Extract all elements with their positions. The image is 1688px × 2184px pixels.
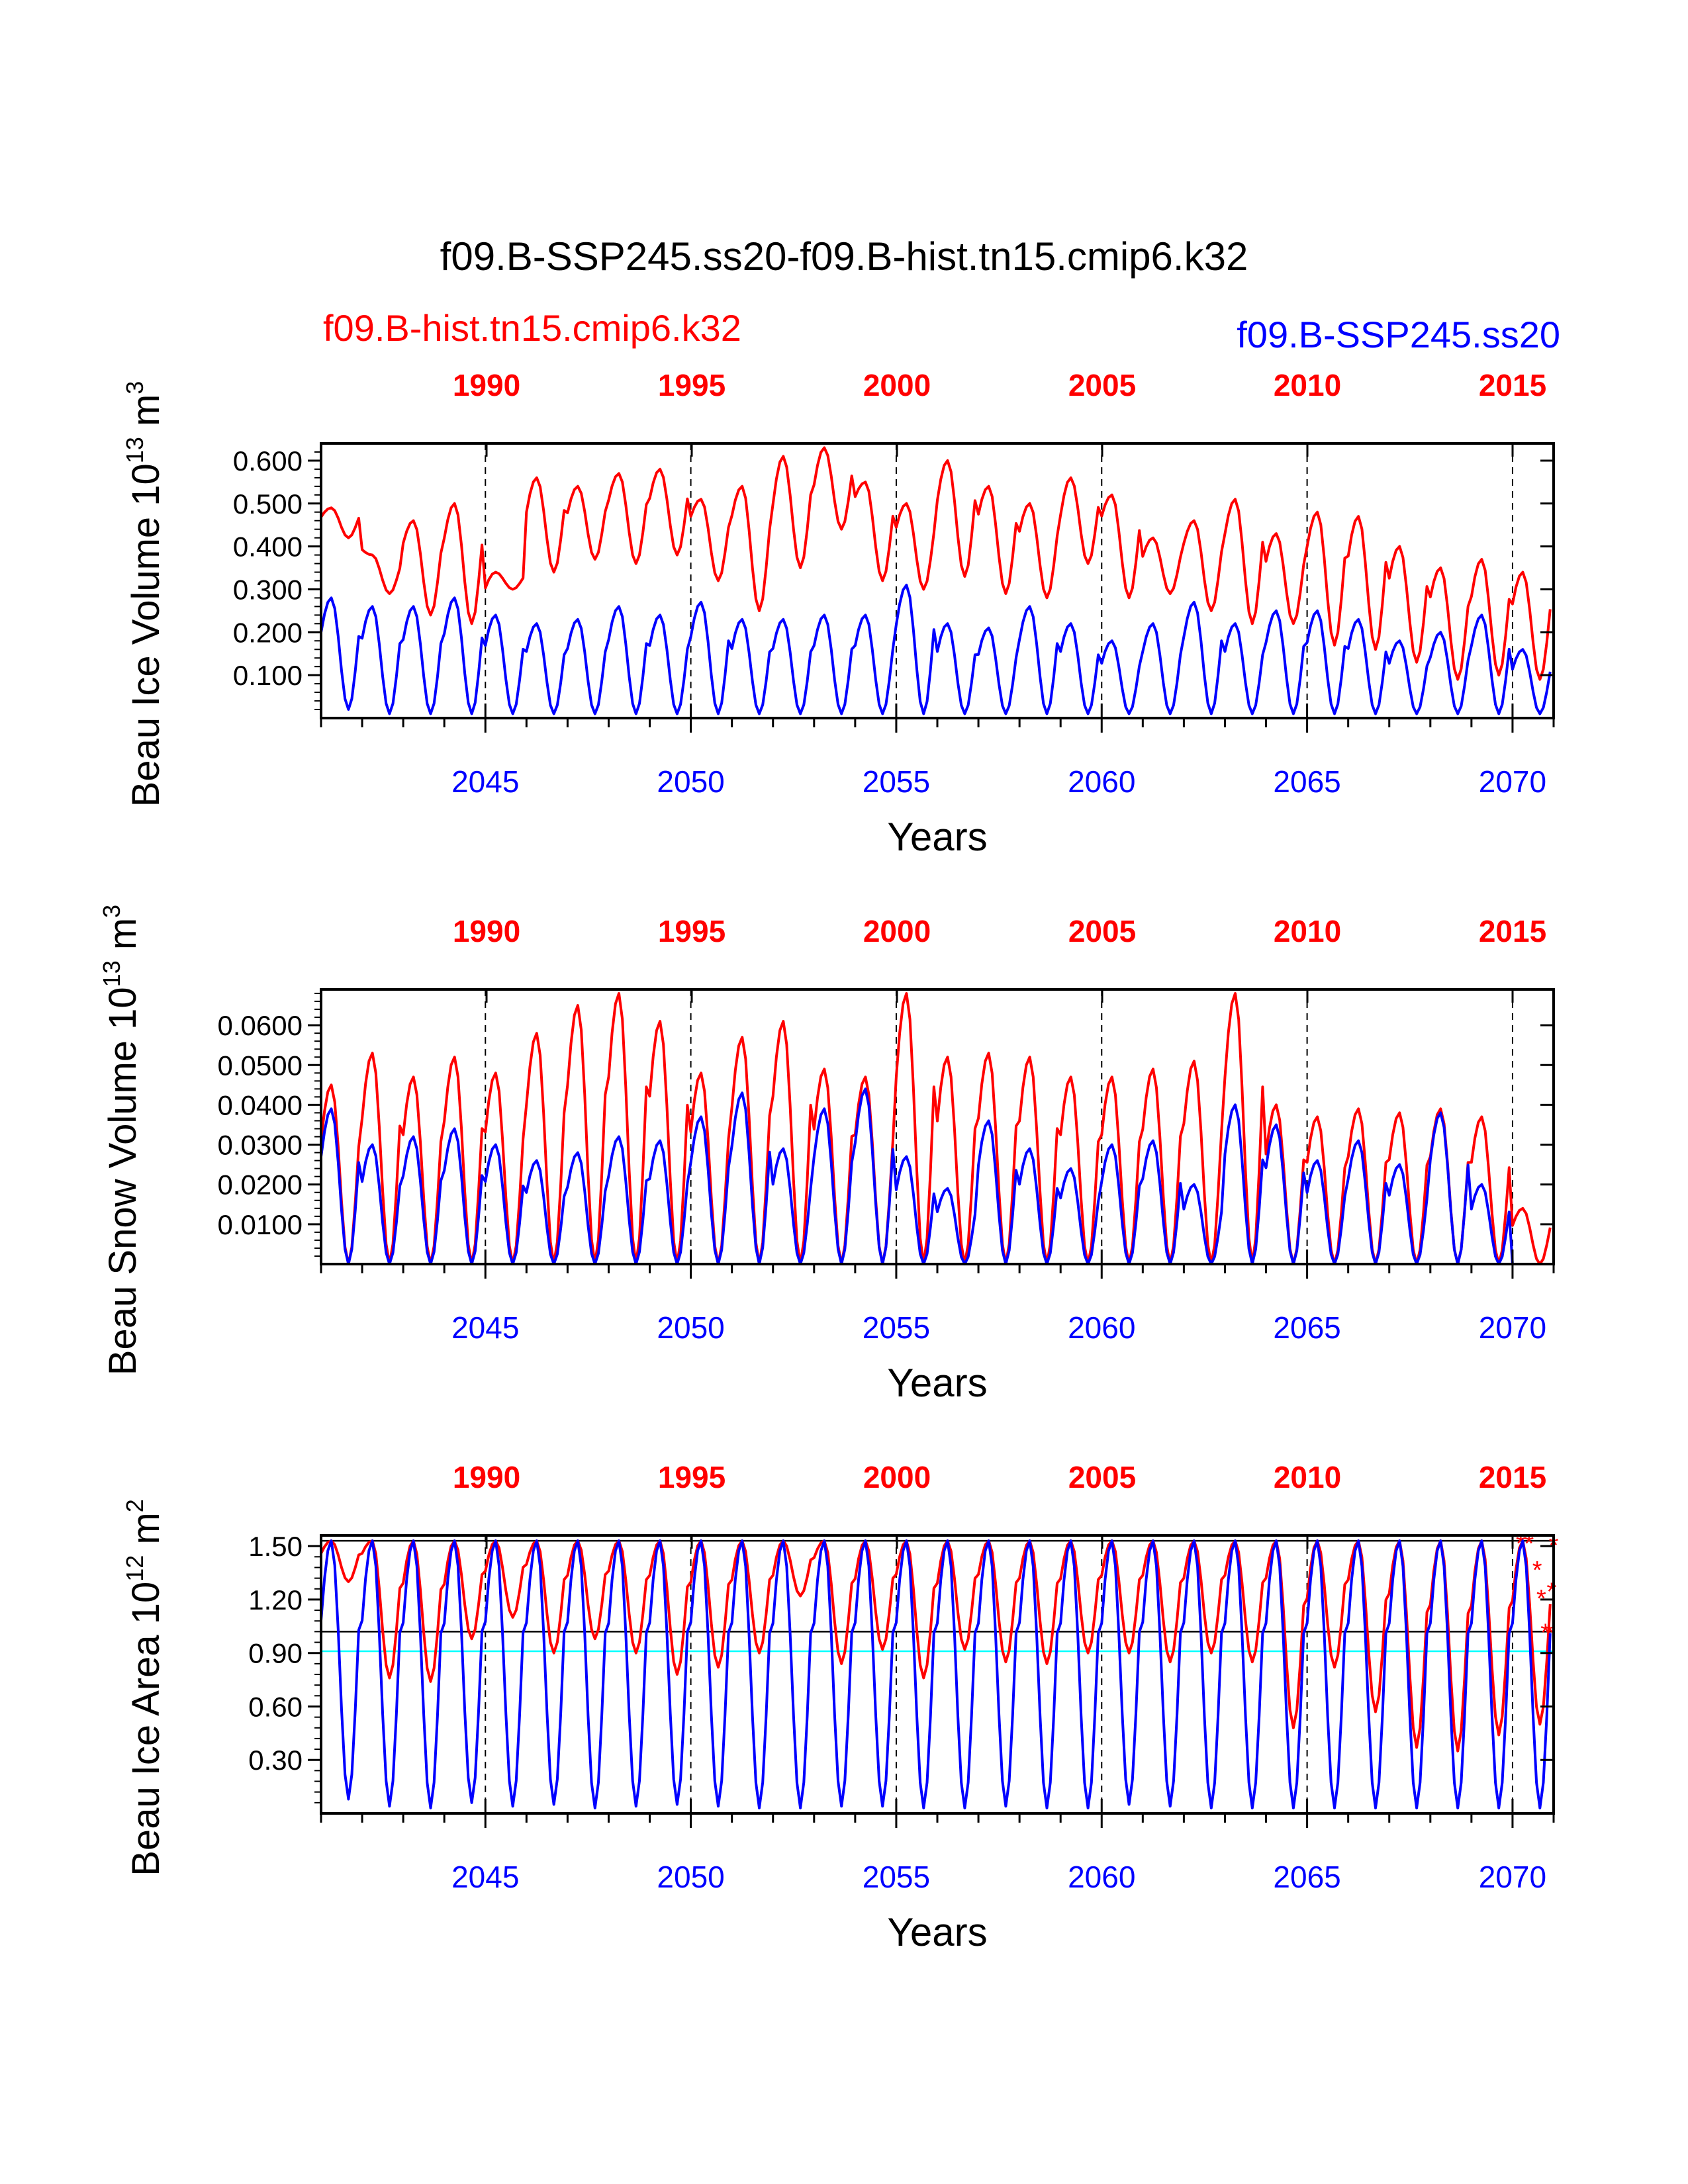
y-axis-label-exponent: 12 xyxy=(121,1555,148,1582)
series-line-hist xyxy=(320,1539,1552,1752)
top-axis-tick-label: 2000 xyxy=(863,368,931,402)
y-axis-label-text: Beau Ice Volume 10 xyxy=(124,463,167,807)
bottom-axis-tick-label: 2055 xyxy=(863,1860,930,1894)
y-axis-label: Beau Ice Volume 1013 m3 xyxy=(121,381,167,807)
series-line-hist xyxy=(320,446,1552,681)
y-axis-tick-label: 0.60 xyxy=(248,1691,303,1722)
bottom-axis-tick-label: 2050 xyxy=(657,764,724,799)
y-axis-label-unit-exponent: 3 xyxy=(121,381,148,394)
bottom-axis-tick-label: 2065 xyxy=(1273,764,1340,799)
series-marker: * xyxy=(1540,1619,1550,1647)
bottom-axis-tick-label: 2070 xyxy=(1479,1860,1546,1894)
y-axis-label-unit-exponent: 2 xyxy=(121,1499,148,1512)
x-axis-label: Years xyxy=(887,815,987,859)
y-axis-tick-label: 0.600 xyxy=(233,445,303,477)
top-axis-tick-label: 2005 xyxy=(1068,1460,1136,1494)
top-axis-tick-label: 2015 xyxy=(1479,368,1546,402)
bottom-axis-tick-label: 2045 xyxy=(451,1310,519,1345)
bottom-axis-tick-label: 2055 xyxy=(863,764,930,799)
top-axis-tick-label: 2005 xyxy=(1068,368,1136,402)
y-axis-label-exponent: 13 xyxy=(98,960,125,987)
series-marker: * xyxy=(1544,1619,1554,1647)
top-axis-tick-label: 1990 xyxy=(453,914,520,948)
top-axis-tick-label: 2010 xyxy=(1274,914,1341,948)
top-axis-tick-label: 1995 xyxy=(658,914,726,948)
chart-panel-3: ********19901995200020052010201520452050… xyxy=(121,1460,1559,1954)
bottom-axis-tick-label: 2060 xyxy=(1068,1860,1135,1894)
bottom-axis-tick-label: 2065 xyxy=(1273,1310,1340,1345)
y-axis-tick-label: 0.0100 xyxy=(218,1209,303,1240)
y-axis-tick-label: 1.50 xyxy=(248,1531,303,1562)
y-axis-tick-label: 0.300 xyxy=(233,574,303,605)
x-axis-label: Years xyxy=(887,1910,987,1954)
y-axis-tick-label: 0.500 xyxy=(233,488,303,520)
y-axis-label-unit: m xyxy=(124,1512,167,1555)
top-axis-tick-label: 2015 xyxy=(1479,914,1546,948)
bottom-axis-tick-label: 2070 xyxy=(1479,764,1546,799)
y-axis-tick-label: 1.20 xyxy=(248,1584,303,1615)
top-axis-tick-label: 1990 xyxy=(453,368,520,402)
top-axis-tick-label: 1995 xyxy=(658,1460,726,1494)
top-axis-tick-label: 1995 xyxy=(658,368,726,402)
chart-panel-2: 1990 1995 2000 2005 2010 2015 2045 2050 2055 2060… xyxy=(98,905,1555,1405)
y-axis-label-unit: m xyxy=(101,918,144,960)
y-axis-tick-label: 0.0400 xyxy=(218,1089,303,1120)
top-axis-tick-label: 2015 xyxy=(1479,1460,1546,1494)
figure-title: f09.B-SSP245.ss20-f09.B-hist.tn15.cmip6.… xyxy=(440,234,1248,279)
y-axis-tick-label: 0.200 xyxy=(233,617,303,648)
panels: 1990 1995 2000 2005 2010 2015 2045 2050 2055 2060… xyxy=(98,368,1559,1954)
y-axis-tick-label: 0.100 xyxy=(233,660,303,691)
series-line-ssp245 xyxy=(320,1539,1552,1809)
top-axis-tick-label: 1990 xyxy=(453,1460,520,1494)
bottom-axis-tick-label: 2055 xyxy=(863,1310,930,1345)
chart-panel-1: 1990 1995 2000 2005 2010 2015 2045 2050 2055 2060… xyxy=(121,368,1555,859)
series-marker: * xyxy=(1524,1530,1534,1558)
series-line-ssp245 xyxy=(320,1087,1550,1265)
y-axis-tick-label: 0.0300 xyxy=(218,1130,303,1161)
bottom-axis-tick-label: 2045 xyxy=(451,764,519,799)
y-axis-label: Beau Snow Volume 1013 m3 xyxy=(98,905,144,1375)
y-axis-label-exponent: 13 xyxy=(121,437,148,463)
y-axis-tick-label: 0.90 xyxy=(248,1638,303,1669)
y-axis-tick-label: 0.30 xyxy=(248,1745,303,1776)
top-axis-tick-label: 2005 xyxy=(1068,914,1136,948)
series-line-ssp245 xyxy=(320,584,1552,715)
bottom-axis-tick-label: 2060 xyxy=(1068,1310,1135,1345)
top-axis-tick-label: 2010 xyxy=(1274,1460,1341,1494)
top-axis-tick-label: 2000 xyxy=(863,1460,931,1494)
x-axis-label: Years xyxy=(887,1361,987,1405)
top-axis-tick-label: 2010 xyxy=(1274,368,1341,402)
series-marker: * xyxy=(1532,1557,1542,1584)
bottom-axis-tick-label: 2065 xyxy=(1273,1860,1340,1894)
y-axis-tick-label: 0.400 xyxy=(233,531,303,563)
y-axis-label-unit-exponent: 3 xyxy=(98,905,125,918)
legend-ssp-label: f09.B-SSP245.ss20 xyxy=(1237,314,1560,355)
bottom-axis-tick-label: 2050 xyxy=(657,1310,724,1345)
bottom-axis-tick-label: 2060 xyxy=(1068,764,1135,799)
series-line-hist xyxy=(320,992,1552,1265)
bottom-axis-tick-label: 2045 xyxy=(451,1860,519,1894)
bottom-axis-tick-label: 2070 xyxy=(1479,1310,1546,1345)
bottom-axis-tick-label: 2050 xyxy=(657,1860,724,1894)
top-axis-tick-label: 2000 xyxy=(863,914,931,948)
y-axis-tick-label: 0.0600 xyxy=(218,1010,303,1041)
legend-hist-label: f09.B-hist.tn15.cmip6.k32 xyxy=(323,307,741,349)
y-axis-tick-label: 0.0500 xyxy=(218,1050,303,1081)
y-axis-label-text: Beau Snow Volume 10 xyxy=(101,987,144,1375)
y-axis-tick-label: 0.0200 xyxy=(218,1169,303,1201)
series-marker: * xyxy=(1546,1578,1556,1606)
y-axis-label: Beau Ice Area 1012 m2 xyxy=(121,1499,167,1876)
y-axis-label-text: Beau Ice Area 10 xyxy=(124,1582,167,1876)
y-axis-label-unit: m xyxy=(124,394,167,437)
